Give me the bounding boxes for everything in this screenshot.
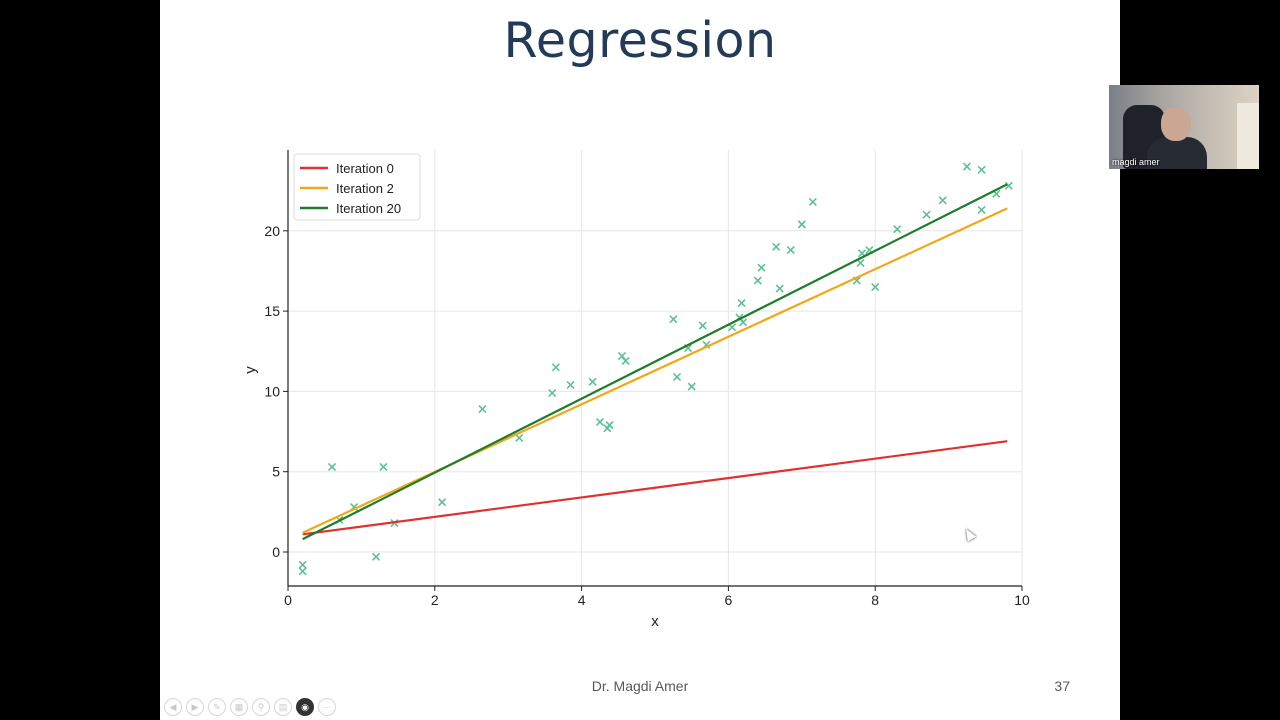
data-point (786, 246, 795, 255)
data-point (379, 462, 388, 471)
y-tick-label: 20 (264, 223, 280, 239)
data-point (775, 284, 784, 293)
zoom-icon[interactable]: ⚲ (252, 698, 270, 716)
regression-chart: 0 2 4 6 8 10 0 5 10 15 20 x y Iteration 0 Iteration 2 I… (242, 150, 1030, 630)
y-tick-label: 15 (264, 303, 280, 319)
data-point (327, 462, 337, 471)
series-line-2 (302, 207, 1008, 534)
data-point (753, 276, 762, 285)
page-number: 37 (1054, 678, 1070, 694)
y-tick-label: 0 (272, 544, 280, 560)
data-point (856, 258, 865, 267)
data-point (962, 162, 972, 171)
presenter-controls: ◀ ▶ ✎ ▦ ⚲ ▤ ◉ ⋯ (164, 697, 336, 717)
data-point (737, 299, 746, 308)
webcam-video[interactable]: magdi amer (1109, 85, 1259, 169)
legend-label: Iteration 2 (336, 181, 394, 196)
data-point (977, 205, 986, 214)
data-point (548, 388, 557, 398)
slide-title: Regression (503, 12, 777, 69)
data-point (438, 498, 447, 507)
data-point (566, 380, 575, 390)
data-point (922, 210, 931, 219)
data-point (515, 433, 524, 443)
x-tick-label: 8 (871, 592, 879, 608)
data-point (672, 372, 682, 382)
x-axis-label: x (651, 613, 659, 630)
series-line-1 (302, 440, 1008, 536)
webcam-person-body (1147, 137, 1207, 169)
y-tick-label: 10 (264, 383, 280, 399)
data-point (617, 352, 627, 361)
slides-icon[interactable]: ▦ (230, 698, 248, 716)
data-point (605, 421, 614, 430)
data-point (893, 225, 902, 234)
data-point (977, 165, 986, 174)
data-point (808, 197, 817, 206)
legend-label: Iteration 20 (336, 201, 401, 216)
data-point (687, 382, 696, 391)
data-point (669, 315, 678, 324)
data-point (621, 356, 630, 365)
series-line-3 (302, 183, 1008, 541)
pen-icon[interactable]: ✎ (208, 698, 226, 716)
camera-icon[interactable]: ◉ (296, 698, 314, 716)
legend-box (293, 153, 421, 221)
data-point (739, 318, 748, 327)
data-point (478, 405, 487, 414)
previous-icon[interactable]: ◀ (164, 698, 182, 716)
data-point (757, 263, 766, 272)
data-point (551, 363, 560, 372)
x-tick-label: 10 (1014, 592, 1030, 608)
y-tick-label: 5 (272, 464, 280, 480)
participant-name: magdi amer (1112, 157, 1160, 167)
data-point (772, 242, 781, 251)
subtitles-icon[interactable]: ▤ (274, 698, 292, 716)
data-point (797, 220, 806, 229)
next-icon[interactable]: ▶ (186, 698, 204, 716)
y-axis-label: y (242, 366, 259, 374)
webcam-person-head (1161, 107, 1191, 141)
footer-author: Dr. Magdi Amer (591, 678, 689, 694)
x-tick-label: 4 (578, 592, 586, 608)
data-point (298, 567, 307, 576)
slide: Regression 0 2 4 6 8 10 0 5 10 15 20 x y Iteration 0 I… (160, 0, 1120, 720)
data-point (871, 282, 880, 292)
x-tick-label: 0 (284, 592, 292, 608)
data-point (595, 417, 605, 426)
x-tick-label: 6 (725, 592, 733, 608)
data-point (588, 377, 597, 386)
legend-label: Iteration 0 (336, 161, 394, 176)
data-point (298, 560, 307, 569)
webcam-window-light (1237, 103, 1259, 169)
data-point (698, 321, 707, 330)
data-point (372, 552, 381, 561)
more-icon[interactable]: ⋯ (318, 698, 336, 716)
data-point (938, 196, 947, 205)
x-tick-label: 2 (431, 592, 439, 608)
